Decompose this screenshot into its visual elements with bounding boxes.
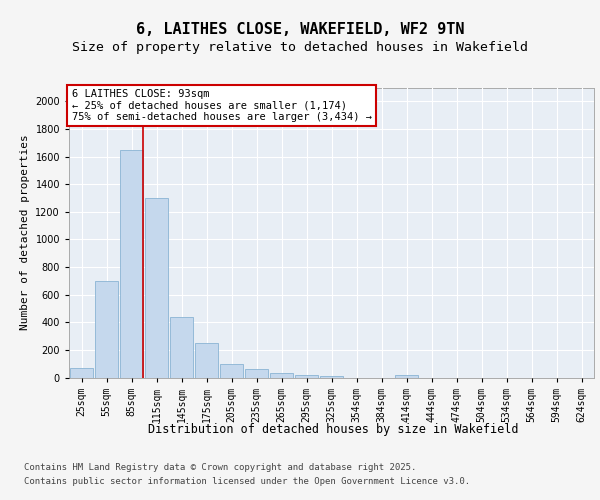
Bar [120, 150, 143, 378]
Text: 6 LAITHES CLOSE: 93sqm
← 25% of detached houses are smaller (1,174)
75% of semi-: 6 LAITHES CLOSE: 93sqm ← 25% of detached… [71, 89, 371, 122]
Bar [145, 198, 168, 378]
Text: Contains HM Land Registry data © Crown copyright and database right 2025.: Contains HM Land Registry data © Crown c… [24, 463, 416, 472]
Bar [195, 343, 218, 378]
Bar [295, 374, 318, 378]
Text: Distribution of detached houses by size in Wakefield: Distribution of detached houses by size … [148, 422, 518, 436]
Bar [245, 369, 268, 378]
Text: Contains public sector information licensed under the Open Government Licence v3: Contains public sector information licen… [24, 476, 470, 486]
Y-axis label: Number of detached properties: Number of detached properties [20, 134, 30, 330]
Bar [95, 281, 118, 378]
Bar [220, 364, 243, 378]
Text: Size of property relative to detached houses in Wakefield: Size of property relative to detached ho… [72, 41, 528, 54]
Bar [170, 316, 193, 378]
Text: 6, LAITHES CLOSE, WAKEFIELD, WF2 9TN: 6, LAITHES CLOSE, WAKEFIELD, WF2 9TN [136, 22, 464, 38]
Bar [270, 372, 293, 378]
Bar [395, 376, 418, 378]
Bar [320, 376, 343, 378]
Bar [70, 368, 93, 378]
